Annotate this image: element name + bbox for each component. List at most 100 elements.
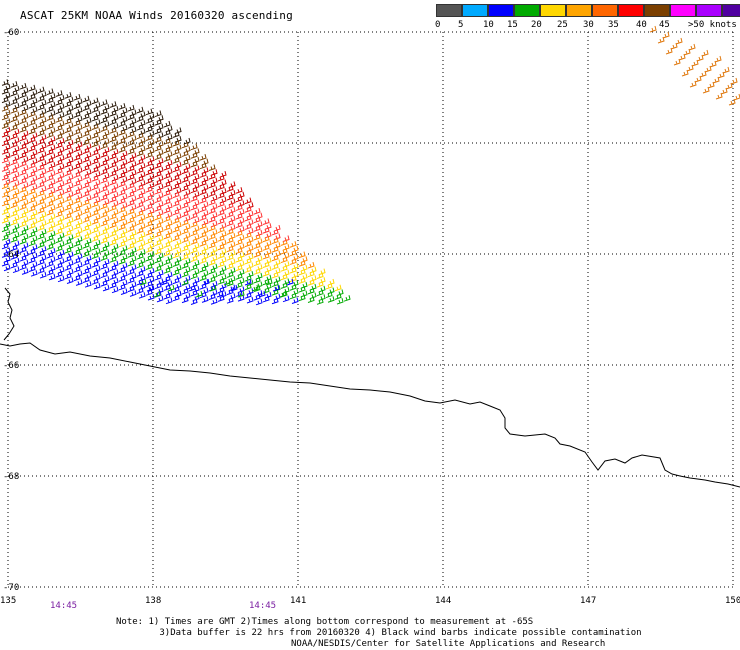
wind-barb bbox=[136, 192, 144, 200]
wind-barb bbox=[82, 224, 90, 232]
wind-barb bbox=[64, 195, 72, 202]
wind-barb bbox=[154, 256, 162, 264]
wind-barb bbox=[73, 240, 81, 247]
wind-barb bbox=[46, 114, 54, 121]
legend-label: 15 bbox=[507, 20, 518, 30]
wind-barb bbox=[64, 109, 72, 116]
wind-barb bbox=[1, 259, 9, 267]
wind-barb bbox=[37, 258, 45, 266]
legend-label: 45 bbox=[659, 20, 670, 30]
wind-barb bbox=[691, 59, 699, 67]
wind-barb bbox=[46, 148, 54, 156]
wind-barb bbox=[19, 100, 27, 107]
wind-barb bbox=[37, 215, 45, 223]
wind-barb bbox=[147, 293, 155, 301]
wind-barb bbox=[244, 278, 252, 286]
wind-barb bbox=[253, 233, 261, 241]
wind-barb bbox=[1, 139, 9, 147]
wind-barb bbox=[145, 246, 153, 253]
legend-label: 35 bbox=[608, 20, 619, 30]
wind-barb bbox=[136, 175, 144, 183]
wind-barb bbox=[37, 112, 45, 120]
wind-barb bbox=[73, 248, 81, 256]
wind-barb bbox=[100, 237, 108, 244]
wind-barb bbox=[226, 297, 234, 304]
legend-swatch bbox=[566, 4, 592, 17]
wind-barb bbox=[64, 264, 72, 271]
wind-barbs bbox=[1, 79, 351, 306]
wind-barb bbox=[109, 127, 117, 134]
wind-barb bbox=[163, 129, 171, 137]
wind-barb bbox=[1, 251, 9, 258]
legend-swatch bbox=[644, 4, 670, 17]
wind-barb bbox=[163, 224, 171, 231]
wind-barb bbox=[163, 138, 171, 145]
wind-barb bbox=[289, 249, 297, 257]
wind-barb bbox=[235, 221, 243, 229]
wind-barb bbox=[298, 251, 306, 259]
wind-barb bbox=[91, 243, 99, 251]
wind-barb bbox=[55, 176, 63, 183]
wind-barb bbox=[129, 290, 137, 297]
coastline-west-island bbox=[3, 287, 15, 341]
wind-barb bbox=[307, 270, 315, 278]
wind-barb bbox=[82, 259, 90, 266]
wind-barb bbox=[109, 170, 117, 177]
wind-barb bbox=[91, 226, 99, 234]
wind-barb bbox=[1, 165, 9, 172]
wind-barb bbox=[91, 140, 99, 148]
wind-barb bbox=[64, 135, 72, 142]
wind-barb bbox=[19, 211, 27, 219]
wind-barb bbox=[46, 157, 54, 164]
wind-barb bbox=[109, 213, 117, 220]
wind-barb bbox=[689, 80, 697, 88]
wind-barb bbox=[262, 244, 270, 251]
wind-barb bbox=[145, 280, 153, 288]
wind-barb bbox=[190, 212, 198, 219]
wind-barb bbox=[91, 132, 99, 139]
wind-barb bbox=[246, 296, 254, 304]
wind-barb bbox=[73, 197, 81, 204]
wind-barb bbox=[1, 225, 9, 233]
wind-barb bbox=[230, 284, 238, 292]
wind-barb bbox=[55, 98, 63, 106]
wind-barb bbox=[181, 227, 189, 235]
wind-barb bbox=[334, 293, 342, 300]
wind-barb bbox=[46, 208, 54, 216]
wind-barb bbox=[82, 276, 90, 283]
wind-barb bbox=[118, 197, 126, 205]
wind-barb bbox=[208, 259, 216, 266]
wind-barb bbox=[136, 158, 144, 165]
wind-barb bbox=[316, 280, 324, 288]
wind-barb bbox=[19, 168, 27, 176]
lon-tick-label: 135 bbox=[0, 596, 16, 606]
wind-barb bbox=[91, 175, 99, 182]
lon-tick-label: 150 bbox=[725, 596, 740, 606]
wind-barb bbox=[163, 206, 171, 214]
wind-barb bbox=[19, 194, 27, 202]
wind-barb bbox=[19, 246, 27, 253]
wind-barb bbox=[181, 278, 189, 286]
wind-barb bbox=[145, 168, 153, 176]
wind-barb bbox=[271, 263, 279, 270]
wind-barb bbox=[118, 223, 126, 231]
wind-barb bbox=[199, 231, 207, 238]
wind-barb bbox=[127, 139, 135, 146]
wind-barb bbox=[172, 234, 180, 242]
wind-barb bbox=[154, 127, 162, 135]
wind-barb bbox=[118, 249, 126, 256]
wind-barb bbox=[190, 220, 198, 228]
wind-barb bbox=[163, 189, 171, 197]
wind-barb bbox=[28, 213, 36, 221]
wind-barb bbox=[55, 116, 63, 123]
wind-barb bbox=[127, 251, 135, 258]
wind-barb bbox=[82, 233, 90, 240]
wind-barb bbox=[208, 190, 216, 197]
lat-tick-label: -66 bbox=[3, 361, 19, 371]
wind-barb bbox=[91, 252, 99, 259]
wind-barb bbox=[46, 251, 54, 259]
wind-barb bbox=[195, 290, 203, 298]
wind-barb bbox=[100, 176, 108, 184]
wind-barb bbox=[10, 89, 18, 97]
wind-barb bbox=[28, 222, 36, 229]
